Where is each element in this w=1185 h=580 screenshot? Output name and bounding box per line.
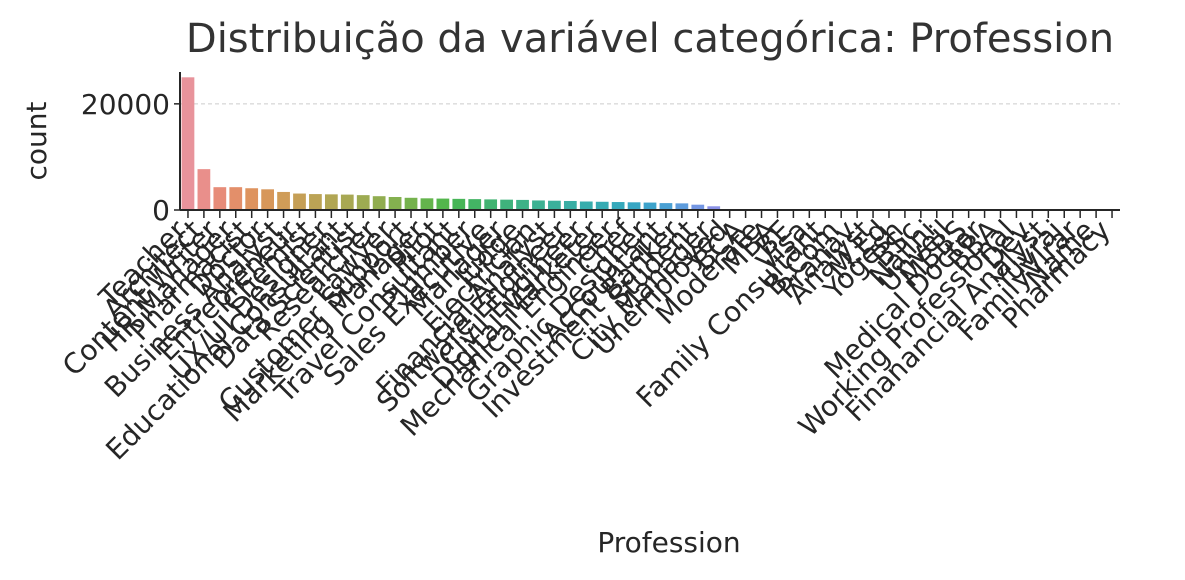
bar (532, 200, 545, 210)
bar (611, 202, 625, 210)
bar (595, 201, 609, 210)
bar (516, 199, 529, 210)
bar (436, 198, 450, 210)
bar (229, 187, 243, 210)
chart-title: Distribuição da variável categórica: Pro… (185, 16, 1115, 62)
bar (309, 194, 322, 210)
bar (500, 199, 513, 210)
bar (372, 196, 386, 210)
bar (452, 198, 466, 210)
bar (356, 195, 370, 210)
bar (579, 201, 593, 210)
y-tick-label: 0 (152, 194, 170, 227)
bar (707, 206, 721, 210)
y-tick-label: 20000 (81, 88, 170, 121)
bar (675, 203, 689, 210)
bar (324, 194, 338, 210)
bar (627, 202, 641, 210)
bar (643, 202, 657, 210)
bar (484, 199, 498, 210)
bar (388, 196, 402, 210)
bar (213, 187, 227, 210)
bar (293, 193, 306, 210)
bar (245, 188, 259, 210)
bar (261, 189, 274, 210)
bar (563, 200, 577, 210)
bar (404, 197, 418, 210)
y-axis-label: count (20, 101, 53, 180)
bar (691, 204, 705, 210)
bar (181, 77, 195, 210)
bar (420, 198, 434, 210)
bar (277, 191, 290, 210)
bar (468, 199, 482, 210)
bar (340, 194, 354, 210)
x-axis-label: Profession (597, 526, 740, 559)
bar (548, 200, 561, 210)
bar (197, 169, 211, 210)
bar (659, 203, 673, 210)
